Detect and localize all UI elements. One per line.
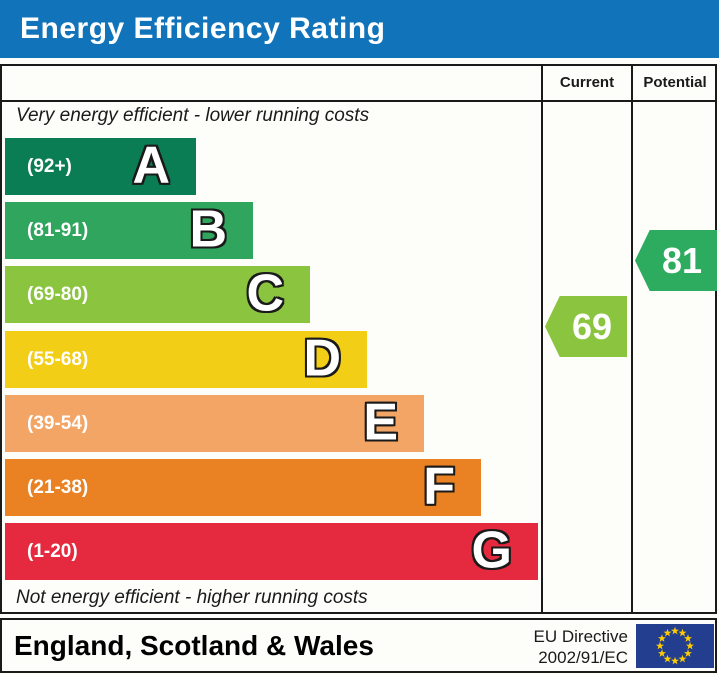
caption-not-efficient: Not energy efficient - higher running co… (16, 587, 368, 608)
band-g: (1-20) G (5, 523, 538, 580)
eu-directive-line2: 2002/91/EC (538, 648, 628, 667)
band-e-letter: E (363, 392, 398, 451)
title-bar: Energy Efficiency Rating (0, 0, 719, 58)
band-a: (92+) A (5, 138, 196, 195)
band-d-range: (55-68) (27, 348, 89, 370)
band-a-letter: A (132, 135, 170, 194)
band-f-range: (21-38) (27, 476, 89, 498)
header-current-label: Current (559, 74, 615, 91)
current-rating-arrow: 69 (545, 296, 627, 357)
band-c: (69-80) C (5, 266, 310, 323)
current-column-divider (541, 64, 543, 614)
band-c-range: (69-80) (27, 283, 89, 305)
band-e-range: (39-54) (27, 412, 89, 434)
band-b-letter: B (189, 199, 227, 258)
band-b: (81-91) B (5, 202, 253, 259)
band-d: (55-68) D (5, 331, 367, 388)
eu-directive-label: EU Directive 2002/91/EC (430, 626, 628, 668)
caption-very-efficient: Very energy efficient - lower running co… (16, 105, 370, 126)
band-b-range: (81-91) (27, 219, 89, 241)
band-g-letter: G (471, 520, 512, 579)
region-label: England, Scotland & Wales (14, 630, 374, 661)
band-f: (21-38) F (5, 459, 481, 516)
header-divider (0, 100, 717, 102)
eu-flag-icon (636, 624, 714, 668)
band-c-letter: C (246, 263, 284, 322)
header-potential-label: Potential (643, 74, 707, 91)
band-e: (39-54) E (5, 395, 424, 452)
band-f-letter: F (423, 456, 455, 515)
footer (0, 618, 717, 673)
potential-rating-arrow: 81 (635, 230, 717, 291)
page-title: Energy Efficiency Rating (20, 12, 386, 45)
band-g-range: (1-20) (27, 540, 78, 562)
eu-directive-line1: EU Directive (533, 627, 628, 646)
band-d-letter: D (303, 328, 341, 387)
band-a-range: (92+) (27, 155, 72, 177)
potential-column-divider (631, 64, 633, 614)
potential-rating-value: 81 (661, 239, 703, 281)
current-rating-value: 69 (571, 305, 613, 347)
